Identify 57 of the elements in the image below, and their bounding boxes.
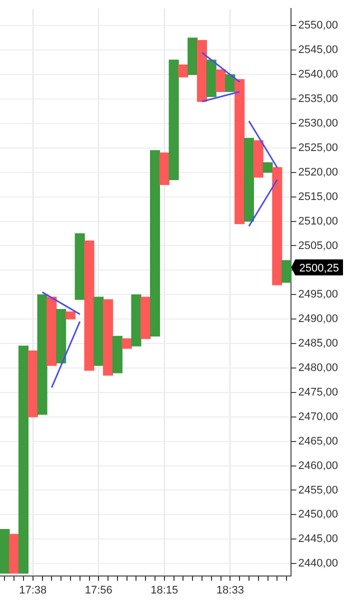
y-tick-label: 2465,00: [298, 435, 338, 448]
y-tick-label: 2545,00: [298, 44, 338, 56]
bar: [84, 240, 94, 371]
bar: [112, 336, 122, 374]
bar: [46, 296, 57, 366]
bar: [37, 294, 48, 415]
y-tick-label: 2445,00: [298, 533, 338, 546]
y-tick-label: 2475,00: [298, 386, 338, 398]
x-tick-label: 18:33: [216, 584, 244, 596]
bar: [159, 152, 170, 185]
y-tick-label: 2540,00: [298, 68, 338, 81]
bar: [122, 338, 132, 349]
y-tick-label: 2490,00: [298, 313, 338, 326]
bar: [74, 233, 85, 300]
bar: [28, 350, 38, 418]
bar: [140, 296, 151, 339]
bar: [18, 346, 29, 574]
bar: [253, 140, 264, 178]
y-tick-label: 2530,00: [298, 118, 338, 130]
bar: [234, 79, 245, 224]
y-tick-label: 2535,00: [298, 93, 338, 106]
y-tick-label: 2515,00: [298, 190, 338, 203]
y-tick-label: 2505,00: [298, 240, 338, 252]
bar: [150, 150, 160, 337]
y-tick-label: 2450,00: [298, 508, 338, 521]
bar: [168, 60, 179, 180]
y-tick-label: 2470,00: [298, 410, 338, 423]
x-tick-label: 17:38: [19, 584, 47, 596]
bar: [103, 299, 114, 376]
bar: [9, 534, 20, 574]
bar: [244, 138, 254, 222]
bar: [272, 167, 282, 286]
y-tick-label: 2455,00: [298, 484, 338, 496]
bar: [282, 260, 292, 283]
bar: [56, 308, 66, 364]
bar: [196, 40, 208, 102]
y-tick-label: 2460,00: [298, 460, 338, 472]
y-tick-label: 2525,00: [298, 142, 338, 154]
x-tick-label: 17:56: [84, 584, 112, 596]
bar: [94, 296, 104, 366]
bar: [188, 38, 198, 75]
y-tick-label: 2550,00: [298, 20, 338, 32]
y-tick-label: 2440,00: [298, 558, 338, 570]
x-tick-label: 18:15: [150, 584, 178, 596]
bar: [0, 529, 10, 574]
bar: [262, 162, 273, 173]
text: 2500,25: [299, 262, 340, 274]
bar: [206, 60, 216, 97]
bar: [65, 311, 76, 320]
y-tick-label: 2510,00: [298, 215, 338, 228]
y-tick-label: 2480,00: [298, 362, 338, 374]
y-tick-label: 2495,00: [298, 288, 338, 301]
bar: [178, 64, 188, 78]
bar: [216, 69, 226, 92]
y-tick-label: 2520,00: [298, 166, 338, 178]
y-tick-label: 2485,00: [298, 338, 338, 350]
bar: [131, 294, 142, 346]
